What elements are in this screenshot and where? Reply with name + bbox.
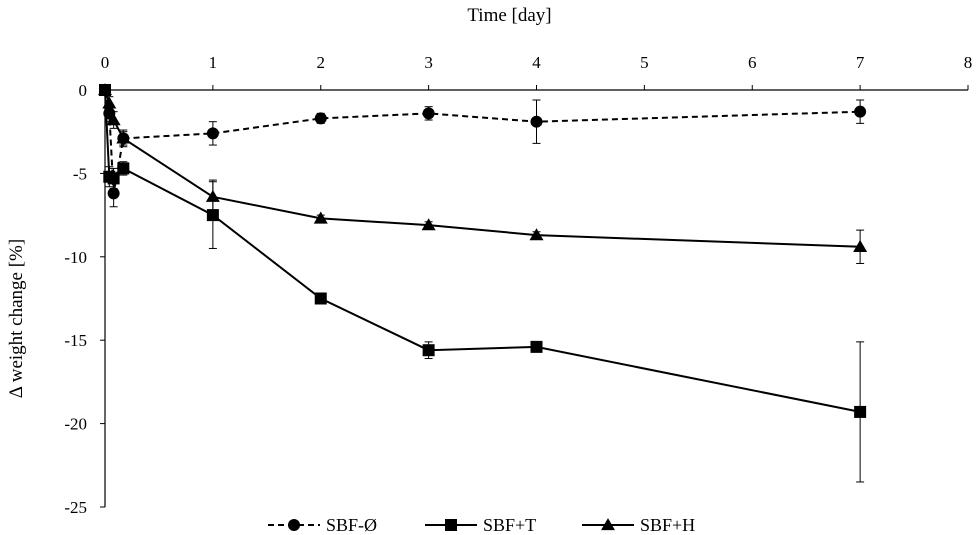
data-point-square: [314, 292, 327, 305]
data-point-triangle: [853, 239, 868, 252]
x-tick-label: 2: [317, 53, 326, 72]
data-point-triangle: [116, 131, 131, 144]
x-tick-label: 4: [532, 53, 541, 72]
x-tick-label: 8: [964, 53, 973, 72]
series-line-square: [104, 89, 861, 413]
data-point-circle: [530, 115, 543, 128]
data-point-triangle: [529, 228, 544, 241]
legend-marker-circle: [288, 519, 300, 531]
data-point-square: [117, 162, 130, 175]
y-axis-title: Δ weight change [%]: [6, 239, 27, 398]
x-axis-title: Time [day]: [467, 5, 551, 26]
data-point-triangle: [421, 218, 436, 231]
data-point-square: [530, 340, 543, 353]
legend-label: SBF+H: [640, 515, 695, 535]
x-tick-label: 0: [101, 53, 110, 72]
x-tick-label: 7: [856, 53, 865, 72]
legend-marker-triangle: [601, 518, 615, 531]
legend-label: SBF-Ø: [326, 515, 377, 535]
data-point-square: [422, 344, 435, 357]
legend-marker-square: [445, 519, 457, 531]
data-point-triangle: [313, 211, 328, 224]
data-point-triangle: [106, 113, 121, 126]
data-point-square: [854, 405, 867, 418]
data-point-triangle: [205, 189, 220, 202]
x-tick-label: 1: [209, 53, 218, 72]
data-point-circle: [422, 107, 435, 120]
data-point-circle: [854, 105, 867, 118]
y-tick-label: -10: [64, 248, 87, 267]
data-point-circle: [107, 187, 120, 200]
data-point-square: [107, 172, 120, 185]
x-tick-label: 5: [640, 53, 649, 72]
y-tick-label: -20: [64, 415, 87, 434]
y-tick-label: -25: [64, 498, 87, 517]
data-point-circle: [314, 112, 327, 125]
data-point-triangle: [98, 83, 112, 96]
data-point-square: [206, 209, 219, 222]
y-tick-label: 0: [79, 81, 88, 100]
x-tick-label: 6: [748, 53, 757, 72]
legend-label: SBF+T: [483, 515, 536, 535]
data-point-triangle: [102, 96, 117, 109]
y-tick-label: -5: [73, 164, 87, 183]
y-tick-label: -15: [64, 331, 87, 350]
series-line-circle: [104, 89, 861, 194]
series-line-triangle: [104, 89, 861, 248]
x-tick-label: 3: [424, 53, 433, 72]
data-point-circle: [206, 127, 219, 140]
